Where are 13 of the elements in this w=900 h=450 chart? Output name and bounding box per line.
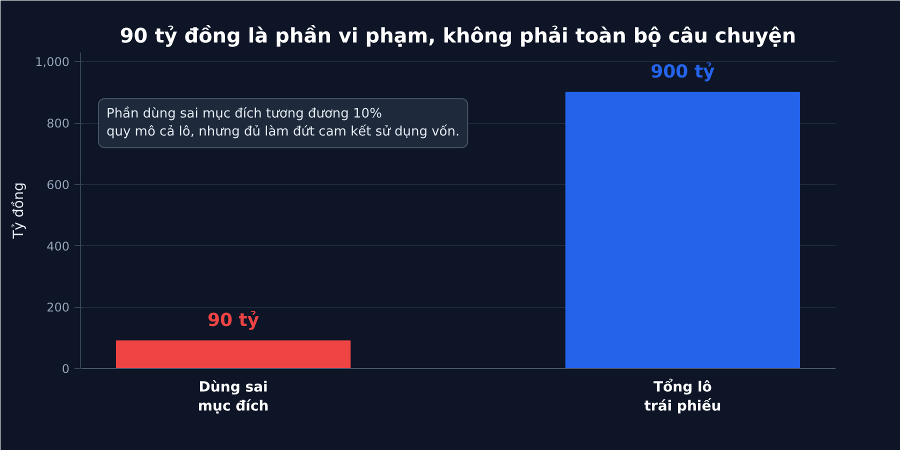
data-label: 900 tỷ <box>650 61 716 82</box>
y-tick-label: 400 <box>46 239 70 254</box>
x-tick-label: Tổng lô trái phiếu <box>644 378 722 415</box>
y-tick-label: 0 <box>62 362 70 376</box>
annotation: Phần dùng sai mục đích tương đương 10% quy mô cả lô, nhưng đủ làm đứt cam kết sử dụng vốn. <box>106 106 460 140</box>
y-tick-label: 600 <box>46 178 70 192</box>
y-tick-label: 1,000 <box>35 55 70 70</box>
y-tick-label: 200 <box>46 300 70 315</box>
data-label: 90 tỷ <box>207 310 260 331</box>
chart-title: 90 tỷ đồng là phần vi phạm, không phải toàn bộ câu chuyện <box>120 24 796 48</box>
y-tick-label: 800 <box>46 116 70 131</box>
x-tick-label: Dùng sai mục đích <box>198 380 269 415</box>
y-axis-title: Tỷ đồng <box>11 182 28 240</box>
